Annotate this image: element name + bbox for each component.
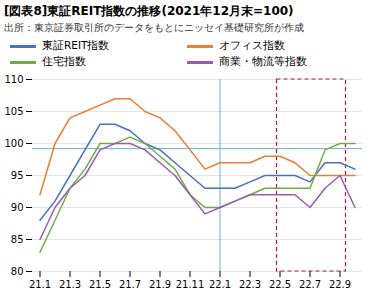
svg-text:21.3: 21.3 [59, 279, 81, 290]
html-text:商業・物流等指数: 商業・物流等指数 [219, 55, 307, 67]
svg-text:22.5: 22.5 [269, 279, 291, 290]
svg-text:85: 85 [11, 234, 24, 245]
svg-text:21.9: 21.9 [149, 279, 171, 290]
svg-text:90: 90 [11, 202, 24, 213]
svg-text:21.1: 21.1 [29, 279, 51, 290]
svg-text:22.3: 22.3 [239, 279, 261, 290]
svg-text:100: 100 [4, 138, 23, 149]
svg-text:21.5: 21.5 [89, 279, 111, 290]
html-text:出所：東京証券取引所のデータをもとにニッセイ基礎研究所が作成: 出所：東京証券取引所のデータをもとにニッセイ基礎研究所が作成 [4, 22, 304, 33]
svg-text:110: 110 [4, 74, 23, 85]
svg-text:22.9: 22.9 [329, 279, 351, 290]
svg-text:22.7: 22.7 [299, 279, 321, 290]
svg-text:21.11: 21.11 [176, 279, 205, 290]
html-text:[図表8]東証REIT指数の推移(2021年12月末=100: [図表8]東証REIT指数の推移(2021年12月末=100) [4, 4, 294, 18]
svg-text:95: 95 [11, 170, 24, 181]
svg-text:22.1: 22.1 [209, 279, 231, 290]
svg-text:105: 105 [4, 106, 23, 117]
svg-text:80: 80 [11, 266, 24, 277]
html-text:住宅指数: 住宅指数 [42, 55, 86, 67]
html-text:東証REIT指数: 東証REIT指数 [42, 39, 110, 51]
html-text:オフィス指数: オフィス指数 [219, 39, 285, 51]
svg-text:21.7: 21.7 [119, 279, 141, 290]
